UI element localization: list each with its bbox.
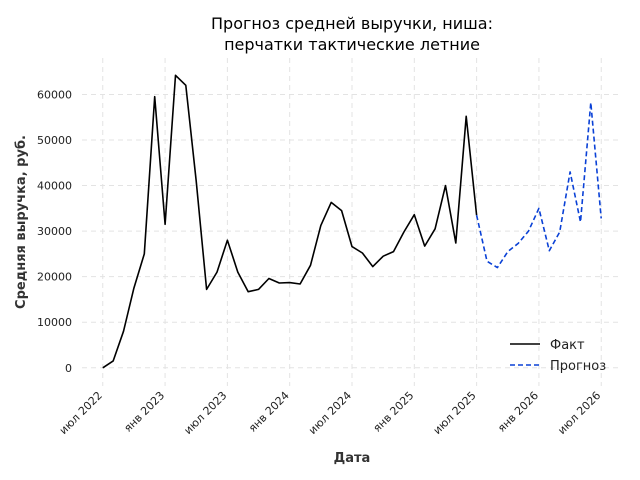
y-tick-label: 50000 [37, 134, 72, 147]
chart-title-line2: перчатки тактические летние [224, 35, 480, 54]
tick-labels: 0 10000 20000 30000 40000 50000 60000 июл 2022 я… [37, 88, 603, 437]
legend: Факт Прогноз [510, 338, 606, 374]
chart-title-line1: Прогноз средней выручки, ниша: [211, 14, 493, 33]
y-tick-label: 20000 [37, 271, 72, 284]
x-tick-label: янв 2025 [371, 389, 417, 435]
x-tick-label: июл 2023 [181, 389, 229, 437]
series-lines [102, 74, 602, 369]
legend-fact-label: Факт [550, 338, 585, 353]
y-tick-label: 0 [65, 362, 72, 375]
y-tick-label: 10000 [37, 316, 72, 329]
y-tick-label: 40000 [37, 180, 72, 193]
x-axis-label: Дата [334, 451, 371, 466]
x-tick-label: янв 2023 [121, 389, 167, 435]
series-line-forecast [475, 101, 602, 269]
x-tick-label: июл 2025 [431, 389, 479, 437]
series-line-fact [102, 74, 478, 369]
y-axis-label: Средняя выручка, руб. [14, 135, 29, 309]
legend-forecast-label: Прогноз [550, 359, 606, 374]
x-tick-label: янв 2024 [246, 389, 292, 435]
x-tick-label: июл 2026 [555, 389, 603, 437]
x-tick-label: янв 2026 [495, 389, 541, 435]
x-tick-label: июл 2022 [57, 389, 105, 437]
y-tick-label: 30000 [37, 225, 72, 238]
grid [82, 58, 622, 386]
y-tick-label: 60000 [37, 88, 72, 101]
x-tick-label: июл 2024 [306, 389, 354, 437]
